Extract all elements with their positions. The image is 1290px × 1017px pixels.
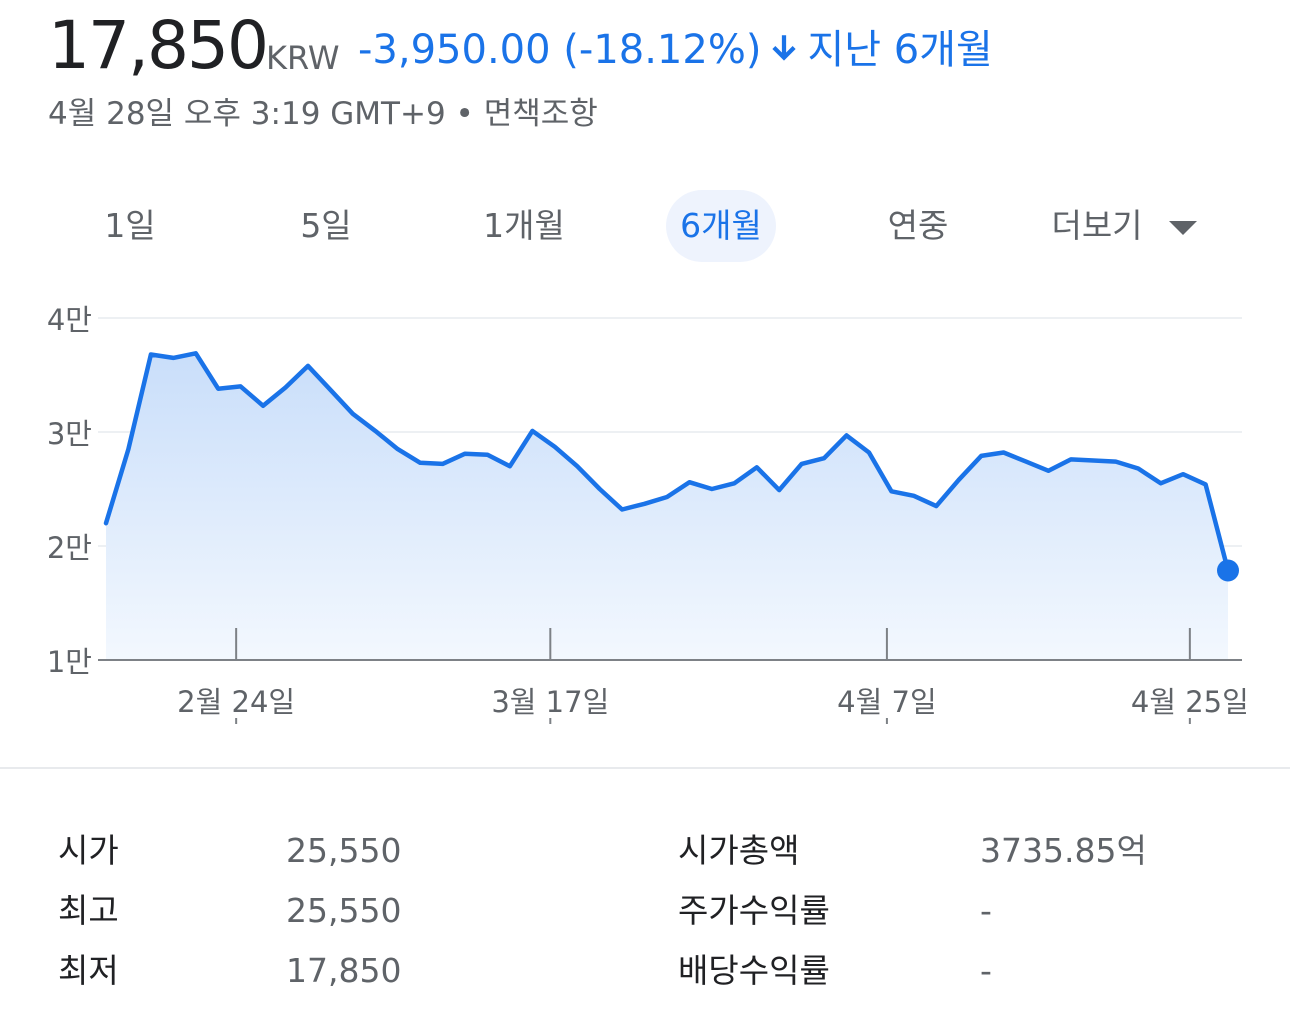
section-divider xyxy=(0,767,1290,769)
tab-5-day[interactable]: 5일 xyxy=(300,206,352,245)
stat-value-high: 25,550 xyxy=(286,891,402,930)
price-change: -3,950.00 (-18.12%) 지난 6개월 xyxy=(358,24,993,78)
currency-code: KRW xyxy=(266,39,340,77)
stat-label-pe-ratio: 주가수익률 xyxy=(678,891,830,930)
change-period: 지난 6개월 xyxy=(807,27,993,73)
quote-subline: 4월 28일 오후 3:19 GMT+9 • 면책조항 xyxy=(48,92,598,136)
tab-1-month[interactable]: 1개월 xyxy=(483,206,565,245)
price-series-line xyxy=(103,351,1231,573)
stat-label-low: 최저 xyxy=(58,951,119,990)
tab-more-label: 더보기 xyxy=(1051,206,1143,245)
y-tick-label: 4만 xyxy=(47,303,92,337)
last-price-point xyxy=(1217,559,1239,582)
x-tick-label: 4월 7일 xyxy=(837,685,936,719)
tab-ytd[interactable]: 연중 xyxy=(887,206,949,245)
current-price: 17,850 xyxy=(48,7,269,84)
x-tick-label: 2월 24일 xyxy=(177,685,295,719)
stat-label-market-cap: 시가총액 xyxy=(678,831,800,870)
x-tick-label: 4월 25일 xyxy=(1131,685,1249,719)
tab-1-day[interactable]: 1일 xyxy=(104,206,156,245)
stats-table: 시가 25,550 최고 25,550 최저 17,850 시가총액 3735.… xyxy=(58,822,1258,1002)
range-tabs: 1일 5일 1개월 6개월 연중 더보기 xyxy=(60,190,1240,264)
change-value: -3,950.00 (-18.12%) xyxy=(358,27,762,73)
stat-label-open: 시가 xyxy=(58,831,119,870)
price-chart-svg: 4만 3만 2만 1만 2월 24일 3월 17일 4월 7일 4월 25일 xyxy=(47,303,1249,724)
y-tick-label: 1만 xyxy=(47,645,92,679)
x-tick-label: 3월 17일 xyxy=(491,685,609,719)
separator-dot: • xyxy=(455,96,474,132)
stat-value-dividend-yield: - xyxy=(980,951,992,990)
y-tick-label: 2만 xyxy=(47,531,92,565)
stat-value-market-cap: 3735.85억 xyxy=(980,831,1147,870)
price-chart: 4만 3만 2만 1만 2월 24일 3월 17일 4월 7일 4월 25일 xyxy=(0,290,1290,730)
disclaimer-link[interactable]: 면책조항 xyxy=(483,96,598,132)
quote-header: 17,850 KRW -3,950.00 (-18.12%) 지난 6개월 xyxy=(48,8,1278,88)
price-area-fill xyxy=(106,353,1228,660)
stat-value-pe-ratio: - xyxy=(980,891,992,930)
stat-label-dividend-yield: 배당수익률 xyxy=(678,951,830,990)
y-tick-label: 3만 xyxy=(47,417,92,451)
stat-value-open: 25,550 xyxy=(286,831,402,870)
tab-more[interactable]: 더보기 xyxy=(1044,190,1204,262)
quote-timestamp: 4월 28일 오후 3:19 GMT+9 xyxy=(48,96,446,132)
caret-down-icon xyxy=(1168,220,1197,235)
arrow-down-icon xyxy=(767,26,801,78)
tab-6-month[interactable]: 6개월 xyxy=(666,190,776,262)
stat-label-high: 최고 xyxy=(58,891,119,930)
stat-value-low: 17,850 xyxy=(286,951,402,990)
